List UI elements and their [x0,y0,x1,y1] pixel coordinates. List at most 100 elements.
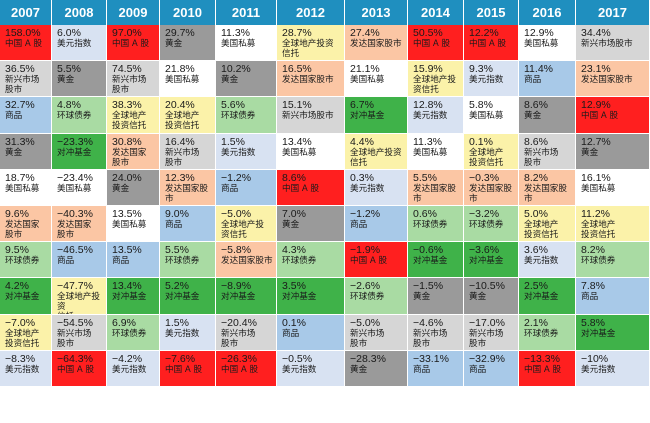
return-value: 12.9% [581,99,611,112]
asset-label: 中国 A 股 [413,39,451,49]
return-value: 21.1% [350,63,380,76]
return-cell: 5.5% 发达国家股市 [408,169,464,206]
asset-label: 全球地产投 资信托 [221,219,264,240]
return-cell: 4.4% 全球地产投资 信托 [345,133,408,170]
return-cell: 6.0% 美元指数 [52,25,107,62]
return-value: 11.3% [221,27,250,39]
return-cell: 11.3% 美国私募 [408,133,464,170]
asset-label: 中国 A 股 [57,364,95,375]
return-value: 4.2% [5,280,29,293]
return-value: 3.6% [524,244,548,257]
return-value: 13.5% [112,244,142,257]
asset-label: 商品 [165,219,183,230]
asset-label: 黄金 [469,292,487,303]
asset-label: 对冲基金 [413,256,448,267]
asset-label: 中国 A 股 [469,39,507,49]
return-cell: 5.2% 对冲基金 [160,278,216,315]
asset-label: 美国私募 [413,147,448,158]
return-value: 23.1% [581,63,611,76]
asset-label: 商品 [469,364,487,375]
return-cell: 3.6% 美元指数 [519,242,576,279]
return-value: 30.8% [112,135,142,148]
return-value: 8.2% [581,244,605,257]
return-value: 97.0% [112,27,142,39]
return-cell: 8.6% 中国 A 股 [277,169,345,206]
asset-label: 全球地产 投资信托 [524,219,559,240]
asset-label: 发达国家股市 [282,75,334,86]
return-value: 2.1% [524,316,548,329]
return-value: 15.1% [282,99,312,112]
return-cell: 13.4% 美国私募 [277,133,345,170]
asset-label: 环球债券 [282,256,317,267]
asset-label: 美元指数 [221,147,256,158]
return-value: −5.8% [221,244,252,257]
asset-label: 商品 [413,364,431,375]
return-cell: −46.5% 商品 [52,242,107,279]
asset-label: 发达国家股市 [469,183,512,204]
return-cell: −1.5% 黄金 [408,278,464,315]
asset-label: 美国私募 [524,39,559,49]
return-cell: 21.8% 美国私募 [160,61,216,98]
return-cell: −5.0% 新兴市场 股市 [345,314,408,351]
return-cell: 31.3% 黄金 [0,133,52,170]
asset-label: 商品 [581,292,599,303]
return-value: 21.8% [165,63,195,76]
asset-label: 中国 A 股 [282,183,320,194]
asset-label: 美国私募 [221,39,256,49]
return-cell: −23.3% 对冲基金 [52,133,107,170]
return-value: 7.0% [282,207,306,220]
return-cell: 5.8% 美国私募 [464,97,519,134]
return-value: −4.2% [112,352,143,365]
return-value: −23.4% [57,171,93,184]
return-value: 6.0% [57,27,81,39]
asset-label: 新兴市场 股市 [112,75,147,96]
return-cell: 7.0% 黄金 [277,205,345,243]
asset-label: 黄金 [221,75,239,86]
asset-label: 环球债券 [57,111,92,122]
return-cell: −5.8% 发达国家股市 [216,242,277,279]
return-cell: 12.7% 黄金 [576,133,650,170]
return-value: 36.5% [5,63,35,76]
asset-label: 环球债券 [413,219,448,230]
return-value: 16.1% [581,171,611,184]
return-value: 0.6% [413,207,437,220]
return-cell: 3.5% 对冲基金 [277,278,345,315]
return-cell: −0.5% 美元指数 [277,350,345,387]
asset-label: 发达国家 股市 [5,219,40,240]
return-cell: 5.8% 对冲基金 [576,314,650,351]
return-cell: 36.5% 新兴市场 股市 [0,61,52,98]
asset-label: 黄金 [350,364,368,375]
return-value: −33.1% [413,352,449,365]
return-cell: 16.5% 发达国家股市 [277,61,345,98]
return-value: 11.2% [581,207,610,220]
return-cell: −3.2% 环球债券 [464,205,519,243]
return-cell: −10% 美元指数 [576,350,650,387]
return-value: −0.5% [282,352,313,365]
asset-label: 环球债券 [581,256,616,267]
return-value: 3.5% [282,280,306,293]
return-cell: 4.3% 环球债券 [277,242,345,279]
return-value: 12.7% [581,135,611,148]
return-value: −0.6% [413,244,444,257]
return-cell: 9.6% 发达国家 股市 [0,205,52,243]
return-value: 13.4% [112,280,142,293]
asset-label: 全球地产投资信托 [282,39,334,59]
return-value: 2.5% [524,280,548,293]
asset-label: 发达国家 股市 [112,147,147,168]
return-value: 5.8% [581,316,605,329]
return-cell: −5.0% 全球地产投 资信托 [216,205,277,243]
asset-label: 发达国家股市 [221,256,273,267]
return-value: −1.5% [413,280,444,293]
return-cell: 12.9% 中国 A 股 [576,97,650,134]
return-cell: 97.0% 中国 A 股 [107,25,160,62]
asset-label: 环球债券 [524,328,559,339]
year-header: 2009 [107,0,160,25]
return-cell: 8.2% 发达国家股市 [519,169,576,206]
asset-label: 全球地产 投资信托 [581,219,616,240]
return-value: −0.3% [469,171,500,184]
return-value: 12.8% [413,99,443,112]
return-value: −3.6% [469,244,500,257]
return-cell: 4.2% 对冲基金 [0,278,52,315]
asset-label: 美国私募 [5,183,40,194]
asset-label: 中国 A 股 [581,111,619,122]
